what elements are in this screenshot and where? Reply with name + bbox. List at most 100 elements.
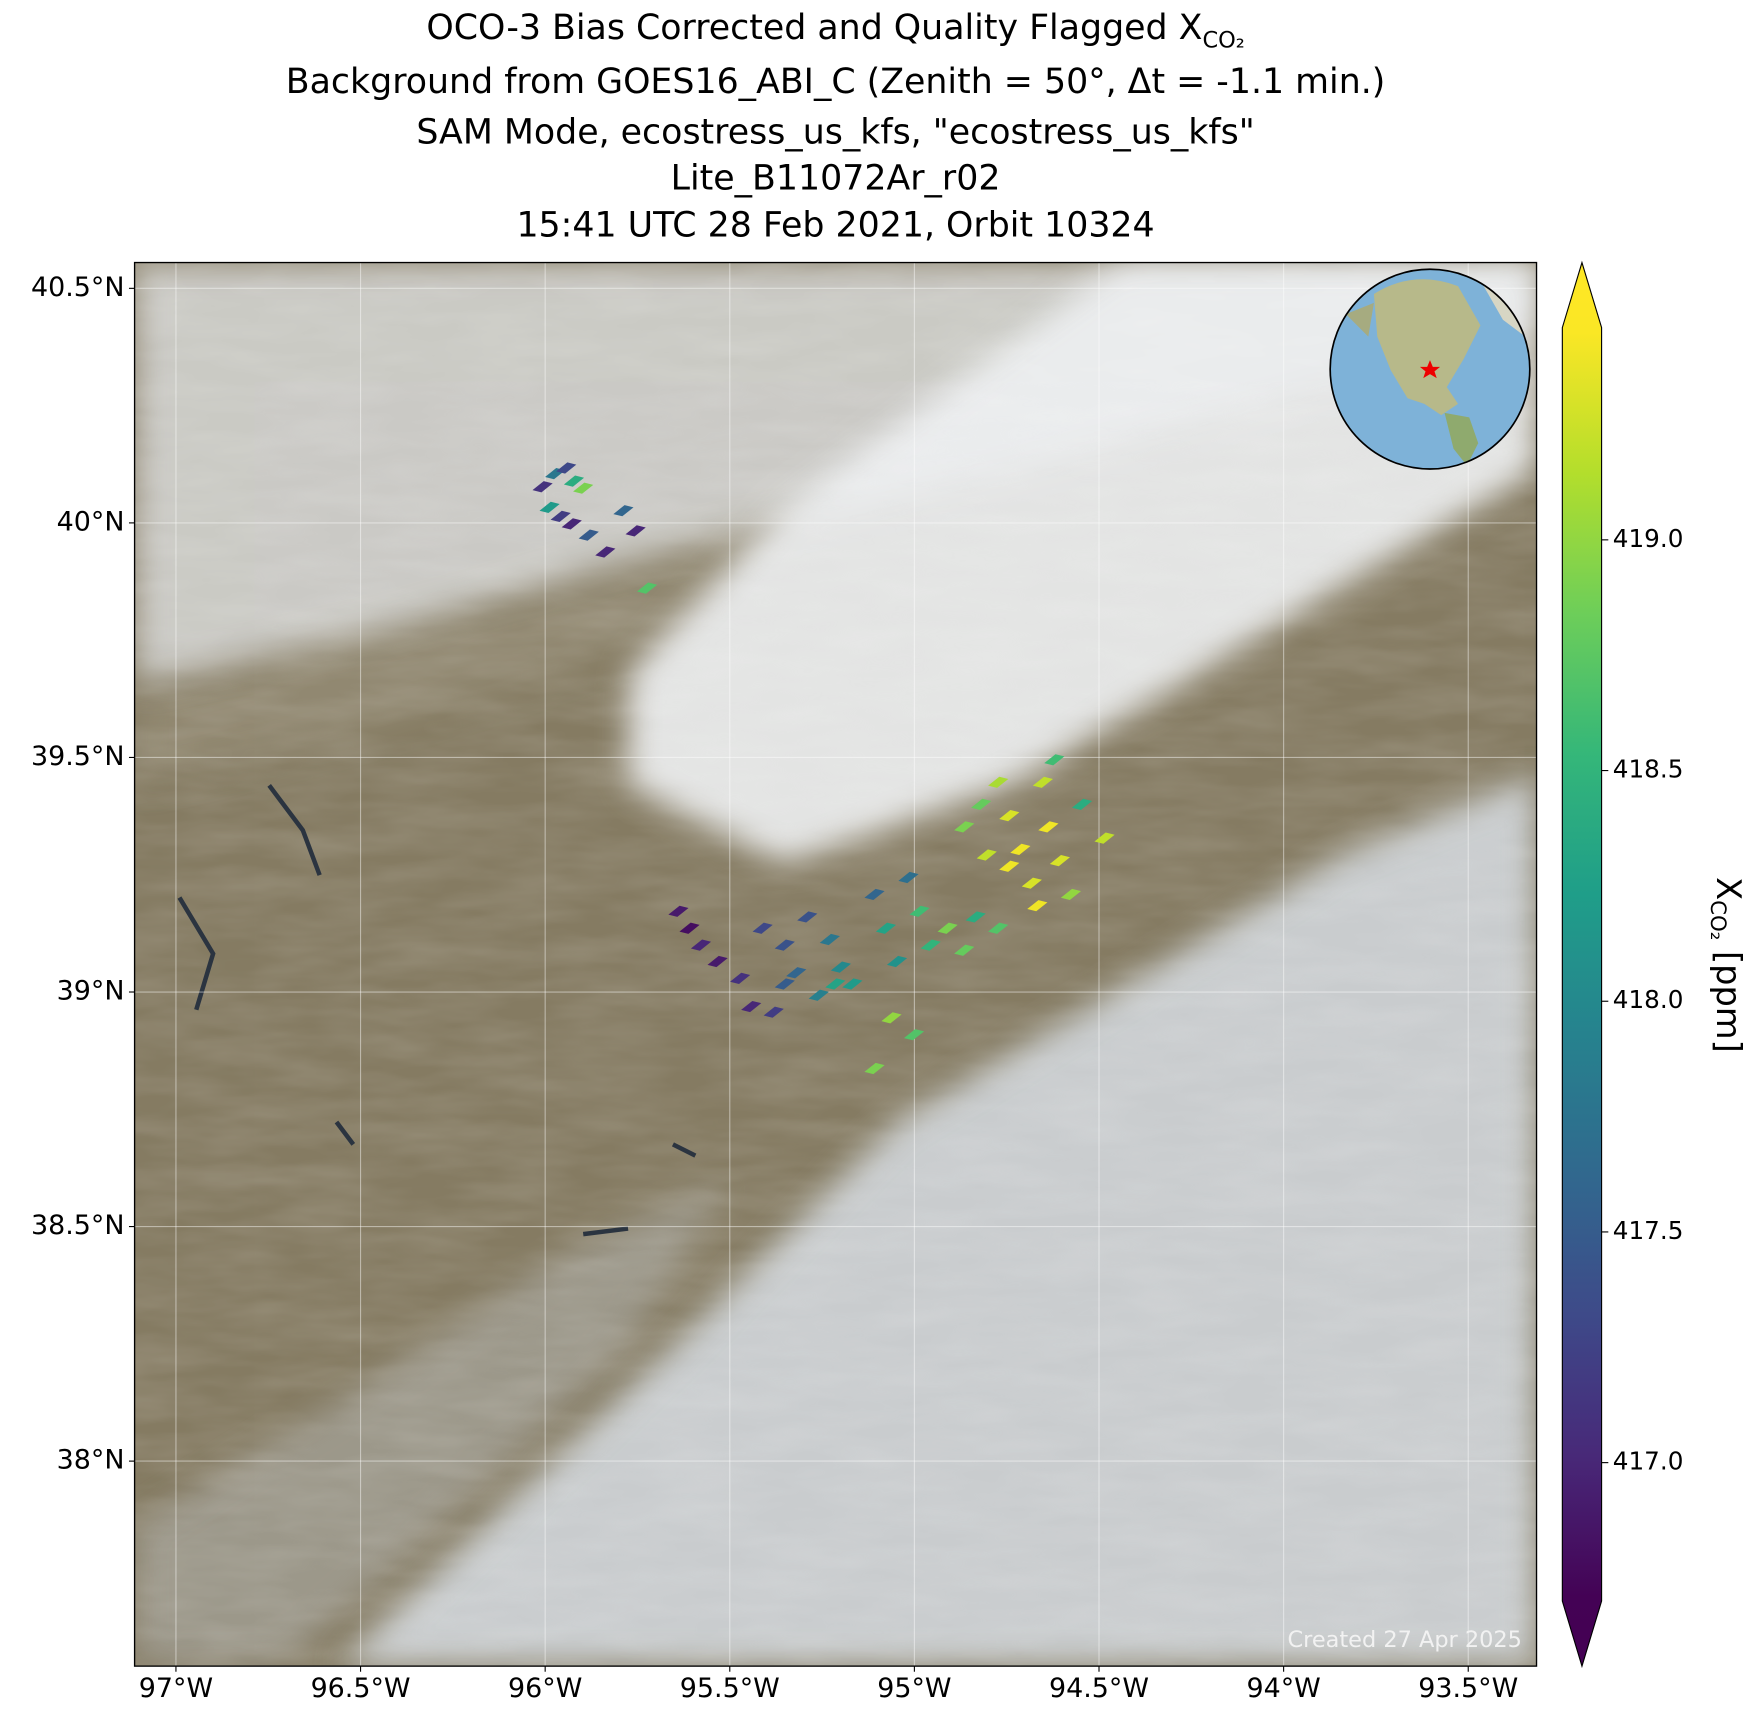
colorbar-label-subscript: CO₂ (1705, 900, 1730, 940)
sounding (937, 922, 958, 934)
sounding (1010, 843, 1031, 856)
map-frame (133, 261, 1538, 1667)
sounding (763, 1006, 784, 1018)
globe-land (1444, 412, 1479, 466)
colorbar-tick-label: 418.0 (1613, 985, 1684, 1014)
sounding (965, 911, 986, 923)
sounding (999, 860, 1020, 872)
sounding (613, 505, 634, 517)
sounding (881, 1012, 902, 1024)
colorbar-tick-label: 417.5 (1613, 1216, 1684, 1245)
sounding (636, 582, 658, 594)
sounding (573, 482, 594, 494)
colorbar-label-text: X (1710, 877, 1749, 900)
y-tick-label: 38°N (57, 1445, 125, 1476)
x-tick-label: 95°W (877, 1673, 951, 1704)
grid (134, 262, 1537, 1667)
colorbar: 417.0 417.5 418.0 418.5 419.0 (1561, 260, 1684, 1669)
title-text: OCO-3 Bias Corrected and Quality Flagged… (426, 8, 1202, 48)
x-tick-label: 94°W (1246, 1673, 1320, 1704)
x-tick-label: 94.5°W (1049, 1673, 1149, 1704)
x-tick-label: 93.5°W (1418, 1673, 1518, 1704)
sounding (1032, 776, 1053, 788)
sounding (707, 955, 728, 968)
x-tick-label: 96.5°W (311, 1673, 411, 1704)
sounding (1049, 855, 1070, 867)
sounding (797, 911, 818, 923)
subtitle: 15:41 UTC 28 Feb 2021, Orbit 10324 (516, 206, 1154, 246)
sounding (1038, 821, 1059, 833)
subtitle: SAM Mode, ecostress_us_kfs, "ecostress_u… (416, 113, 1254, 153)
sounding (830, 961, 852, 973)
sounding (1094, 832, 1115, 844)
sounding (595, 546, 616, 558)
sounding (988, 776, 1009, 788)
sounding (976, 849, 997, 861)
x-tick-label: 96°W (508, 1673, 582, 1704)
site-star (1419, 360, 1441, 379)
sounding (875, 922, 897, 934)
globe-land (1373, 279, 1481, 416)
sounding (1027, 900, 1048, 912)
y-tick-label: 38.5°N (31, 1210, 124, 1241)
sounding (898, 871, 919, 884)
y-tick-label: 40°N (57, 506, 125, 537)
sounding (971, 798, 992, 810)
cloud-texture (134, 262, 1537, 1667)
y-tick-label: 40.5°N (31, 272, 124, 303)
sounding (909, 905, 930, 917)
soundings (532, 462, 1115, 1075)
sounding (690, 939, 712, 951)
sounding (625, 525, 646, 537)
sounding (819, 933, 840, 946)
sounding (752, 922, 773, 934)
sounding (864, 888, 885, 901)
title-block: OCO-3 Bias Corrected and Quality Flagged… (286, 8, 1386, 245)
sounding (730, 972, 751, 985)
sounding (1060, 888, 1082, 901)
y-tick-label: 39.5°N (31, 741, 124, 772)
sounding (774, 939, 795, 951)
sounding (903, 1029, 925, 1041)
subtitle: Background from GOES16_ABI_C (Zenith = 5… (286, 62, 1386, 102)
sounding (774, 978, 795, 990)
globe-outline (1329, 268, 1531, 470)
sounding (864, 1062, 885, 1075)
subtitle: Lite_B11072Ar_r02 (671, 159, 1001, 199)
sounding (561, 518, 582, 530)
y-tick-label: 39°N (57, 976, 125, 1007)
sounding (1071, 798, 1093, 810)
title: OCO-3 Bias Corrected and Quality Flagged… (426, 8, 1244, 53)
title-subscript: CO₂ (1202, 27, 1244, 53)
globe-land (1345, 302, 1374, 337)
x-tick-label: 95.5°W (680, 1673, 780, 1704)
sounding (679, 922, 700, 934)
sounding (563, 475, 585, 487)
colorbar-units: [ppm] (1710, 940, 1749, 1052)
sounding (920, 939, 941, 951)
footer: Created 27 Apr 2025 (1288, 1627, 1522, 1653)
water (177, 784, 697, 1237)
x-tick-label: 97°W (139, 1673, 213, 1704)
sounding (842, 978, 863, 990)
sounding (999, 810, 1020, 822)
sounding (741, 1000, 762, 1013)
sounding (886, 955, 908, 968)
sounding (556, 462, 577, 474)
sounding (786, 967, 807, 979)
colorbar-tick-label: 417.0 (1613, 1447, 1684, 1476)
sounding (954, 821, 975, 833)
sounding (1021, 877, 1042, 889)
sounding (578, 529, 599, 541)
sounding (550, 510, 571, 522)
colorbar-tick-label: 419.0 (1613, 524, 1684, 553)
colorbar-tick-label: 418.5 (1613, 755, 1684, 784)
sounding (825, 978, 846, 990)
sounding (954, 944, 975, 956)
sounding (1044, 754, 1065, 766)
sounding (808, 989, 829, 1001)
colorbar-body (1561, 260, 1603, 1669)
sounding (668, 905, 689, 917)
